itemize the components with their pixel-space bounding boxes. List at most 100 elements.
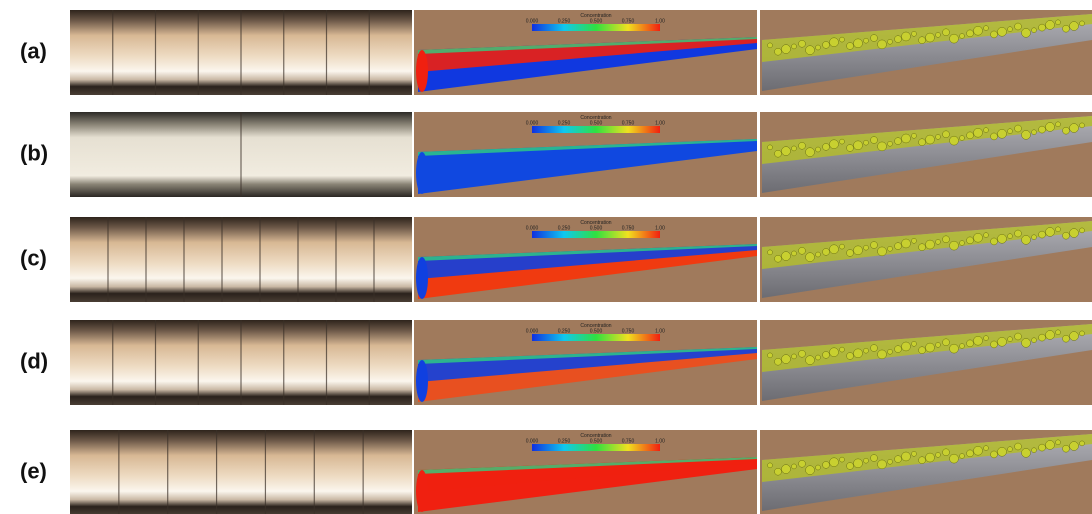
bubble (919, 244, 926, 251)
bubble (806, 46, 815, 55)
bubble (768, 43, 773, 48)
colorbar-tick: 0.000 (526, 121, 539, 127)
bubble (847, 352, 854, 359)
colorbar-tick: 0.250 (558, 439, 571, 445)
bubble (936, 452, 941, 457)
colorbar-tick: 0.000 (526, 439, 539, 445)
bubble (895, 138, 902, 145)
bubble (840, 347, 845, 352)
bubble (991, 133, 998, 140)
tube-end (416, 257, 428, 299)
bubble (1056, 227, 1061, 232)
bubble (768, 463, 773, 468)
bubble (960, 136, 965, 141)
bubble (926, 135, 935, 144)
colorbar-tick: 0.000 (526, 19, 539, 25)
bubble (823, 41, 830, 48)
colorbar-tick: 0.750 (622, 19, 635, 25)
bubble (974, 128, 983, 137)
bubble (1015, 443, 1022, 450)
bubble (1039, 334, 1046, 341)
bubble (919, 347, 926, 354)
bubble (792, 464, 797, 469)
bubble (936, 32, 941, 37)
bubble (806, 148, 815, 157)
bubble (840, 139, 845, 144)
colorbar-tick: 0.500 (590, 121, 603, 127)
bubble (806, 356, 815, 365)
bubble (1015, 23, 1022, 30)
bubble (1022, 130, 1031, 139)
bubble (998, 337, 1007, 346)
bubble (1022, 338, 1031, 347)
bubble (1039, 24, 1046, 31)
bubble (912, 133, 917, 138)
colorbar-tick: 0.750 (622, 226, 635, 232)
bubble (974, 336, 983, 345)
bubble (816, 355, 821, 360)
bubble (1032, 448, 1037, 453)
bubble (854, 349, 863, 358)
bubble (847, 42, 854, 49)
colorbar-tick: 0.750 (622, 329, 635, 335)
bubble (768, 353, 773, 358)
bubble (1070, 442, 1079, 451)
bubble (1039, 444, 1046, 451)
colorbar-tick: 0.500 (590, 439, 603, 445)
bubble (1063, 25, 1070, 32)
bubble (1056, 122, 1061, 127)
bubble (888, 459, 893, 464)
bubble (1063, 127, 1070, 134)
bubble (823, 461, 830, 468)
row-label: (e) (20, 458, 47, 483)
bubble (775, 358, 782, 365)
bubble (1063, 445, 1070, 452)
bubble (998, 234, 1007, 243)
bubble (823, 351, 830, 358)
bubble (984, 446, 989, 451)
bubble (936, 342, 941, 347)
bubble (799, 142, 806, 149)
bubble (806, 253, 815, 262)
bubble (895, 36, 902, 43)
bubble (943, 236, 950, 243)
bubble (926, 343, 935, 352)
bubble (984, 128, 989, 133)
bubble (950, 241, 959, 250)
bubble (926, 453, 935, 462)
bubble (1015, 333, 1022, 340)
colorbar-tick: 0.250 (558, 226, 571, 232)
bubble (895, 243, 902, 250)
bubble (1080, 331, 1085, 336)
bubble (792, 44, 797, 49)
row-label: (a) (20, 38, 47, 63)
bubble (974, 233, 983, 242)
bubble (888, 246, 893, 251)
row-label: (b) (20, 140, 48, 165)
bubble (854, 246, 863, 255)
bubble (864, 38, 869, 43)
bubble (950, 344, 959, 353)
bubble (1056, 440, 1061, 445)
bubble (974, 446, 983, 455)
bubble (878, 40, 887, 49)
colorbar-tick: 1.00 (655, 439, 665, 445)
bubble (782, 465, 791, 474)
bubble (792, 251, 797, 256)
bubble (943, 131, 950, 138)
bubble (1046, 20, 1055, 29)
bubble (960, 454, 965, 459)
bubble (878, 350, 887, 359)
bubble (1032, 28, 1037, 33)
bubble (775, 48, 782, 55)
tube-end (416, 152, 428, 194)
photo-panel (70, 430, 412, 514)
bubble (768, 250, 773, 255)
bubble (1080, 21, 1085, 26)
bubble (1070, 229, 1079, 238)
bubble (1008, 234, 1013, 239)
bubble (919, 139, 926, 146)
bubble (1070, 332, 1079, 341)
bubble (888, 39, 893, 44)
bubble (943, 29, 950, 36)
